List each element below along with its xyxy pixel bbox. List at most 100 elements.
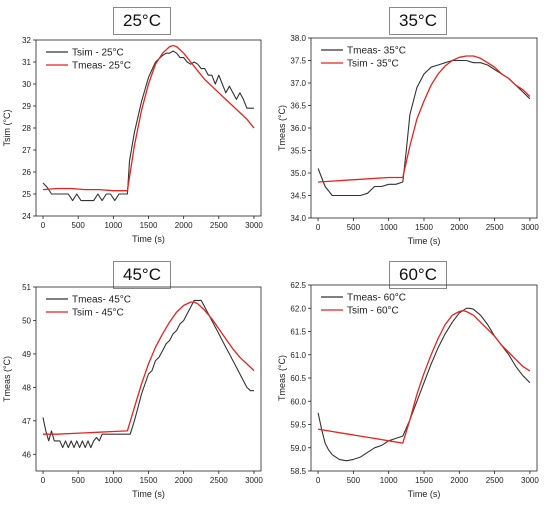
y-tick-label: 32 bbox=[22, 36, 31, 45]
x-axis-label: Time (s) bbox=[132, 489, 165, 499]
x-axis-label: Time (s) bbox=[408, 236, 441, 246]
chart-svg: 0 500 1000 1500 2000 2500 3000 58.5 59.0 59.5 60.0… bbox=[277, 281, 539, 499]
x-tick-label: 2000 bbox=[175, 221, 193, 230]
legend-label: Tmeas- 60°C bbox=[347, 293, 406, 304]
series-line-1 bbox=[42, 299, 254, 449]
x-tick-label: 1500 bbox=[140, 221, 158, 230]
y-tick-label: 59.5 bbox=[290, 421, 306, 430]
x-tick-label: 2500 bbox=[210, 476, 228, 485]
x-axis-label: Time (s) bbox=[132, 234, 165, 244]
y-tick-label: 35.0 bbox=[290, 169, 306, 178]
y-tick-label: 36.5 bbox=[290, 102, 306, 111]
y-tick-label: 27 bbox=[22, 146, 31, 155]
x-tick-label: 3000 bbox=[521, 223, 539, 232]
x-tick-label: 1500 bbox=[415, 476, 433, 485]
y-tick-label: 59.0 bbox=[290, 444, 306, 453]
x-tick-label: 500 bbox=[72, 221, 86, 230]
legend-label: Tsim - 60°C bbox=[347, 306, 399, 317]
y-axis-label: Tmeas (°C) bbox=[2, 356, 12, 402]
y-tick-label: 62.0 bbox=[290, 304, 306, 313]
series-line-1 bbox=[317, 307, 531, 462]
x-tick-label: 0 bbox=[41, 221, 46, 230]
legend-label: Tmeas- 35°C bbox=[347, 46, 406, 57]
y-tick-label: 46 bbox=[22, 450, 31, 459]
x-tick-label: 2500 bbox=[486, 223, 504, 232]
y-tick-label: 60.5 bbox=[290, 374, 306, 383]
y-tick-label: 34.0 bbox=[290, 214, 306, 223]
legend-label: Tmeas- 45°C bbox=[72, 295, 131, 306]
y-tick-label: 48 bbox=[22, 383, 31, 392]
plot-frame bbox=[310, 37, 538, 219]
chart-title: 25°C bbox=[113, 7, 171, 35]
y-tick-label: 51 bbox=[22, 283, 31, 292]
x-tick-label: 2000 bbox=[450, 476, 468, 485]
y-tick-label: 61.5 bbox=[290, 328, 306, 337]
y-tick-label: 24 bbox=[22, 212, 31, 221]
x-tick-label: 1000 bbox=[104, 476, 122, 485]
chart-title: 60°C bbox=[389, 261, 447, 289]
y-tick-label: 37.0 bbox=[290, 79, 306, 88]
chart-svg: 0 500 1000 1500 2000 2500 3000 34.0 34.5 35.0 35.5… bbox=[277, 34, 539, 246]
x-tick-label: 3000 bbox=[245, 221, 263, 230]
y-tick-label: 36.0 bbox=[290, 124, 306, 133]
y-tick-label: 49 bbox=[22, 350, 31, 359]
y-axis-label: Tmeas (°C) bbox=[277, 355, 287, 401]
x-tick-label: 3000 bbox=[245, 476, 263, 485]
chart-panel-35c: 35°C 0 500 1000 1500 2000 2500 3000 34.0 34.5 35.… bbox=[275, 0, 550, 253]
chart-svg: 0 500 1000 1500 2000 2500 3000 46 47 48 49 50 51 Time… bbox=[2, 283, 263, 499]
y-tick-label: 31 bbox=[22, 58, 31, 67]
chart-title: 45°C bbox=[113, 261, 171, 289]
x-tick-label: 500 bbox=[72, 476, 86, 485]
y-tick-label: 30 bbox=[22, 80, 31, 89]
x-axis-label: Time (s) bbox=[408, 489, 441, 499]
y-tick-label: 62.5 bbox=[290, 281, 306, 290]
y-tick-label: 29 bbox=[22, 102, 31, 111]
series-line-1 bbox=[317, 59, 531, 197]
x-tick-label: 1000 bbox=[380, 223, 398, 232]
x-tick-label: 500 bbox=[347, 223, 361, 232]
x-tick-label: 2000 bbox=[450, 223, 468, 232]
y-tick-label: 35.5 bbox=[290, 147, 306, 156]
chart-title: 35°C bbox=[389, 7, 447, 35]
y-tick-label: 28 bbox=[22, 124, 31, 133]
y-tick-label: 37.5 bbox=[290, 57, 306, 66]
x-tick-label: 2000 bbox=[175, 476, 193, 485]
legend-label: Tmeas- 25°C bbox=[72, 61, 131, 72]
series-line-2 bbox=[43, 301, 255, 435]
legend-label: Tsim - 25°C bbox=[72, 48, 124, 59]
y-tick-label: 50 bbox=[22, 316, 31, 325]
y-tick-label: 34.5 bbox=[290, 192, 306, 201]
y-tick-label: 58.5 bbox=[290, 467, 306, 476]
chart-svg: 0 500 1000 1500 2000 2500 3000 24 25 26 27 28 29 30 31… bbox=[2, 36, 263, 244]
series-line-2 bbox=[318, 55, 531, 183]
x-tick-label: 1000 bbox=[104, 221, 122, 230]
series-line-2 bbox=[317, 309, 531, 444]
x-tick-label: 1500 bbox=[415, 223, 433, 232]
y-tick-label: 38.0 bbox=[290, 34, 306, 43]
x-tick-label: 2500 bbox=[210, 221, 228, 230]
x-tick-label: 1500 bbox=[140, 476, 158, 485]
chart-panel-60c: 60°C 0 500 1000 1500 2000 2500 3000 58.5 59.0 59.… bbox=[275, 253, 550, 506]
plot-frame bbox=[310, 284, 538, 472]
x-tick-label: 0 bbox=[316, 476, 321, 485]
legend-label: Tsim - 35°C bbox=[347, 59, 399, 70]
x-tick-label: 0 bbox=[316, 223, 321, 232]
plot-frame bbox=[35, 39, 262, 217]
y-axis-label: Tsim (°C) bbox=[2, 109, 12, 146]
x-tick-label: 0 bbox=[41, 476, 46, 485]
x-tick-label: 3000 bbox=[521, 476, 539, 485]
x-tick-label: 500 bbox=[347, 476, 361, 485]
y-tick-label: 26 bbox=[22, 168, 31, 177]
y-axis-label: Tmeas (°C) bbox=[277, 105, 287, 151]
chart-panel-45c: 45°C 0 500 1000 1500 2000 2500 3000 46 47 48 49 50 5… bbox=[0, 253, 275, 506]
legend-label: Tsim - 45°C bbox=[72, 308, 124, 319]
y-tick-label: 25 bbox=[22, 190, 31, 199]
series-line-2 bbox=[42, 44, 255, 192]
y-tick-label: 47 bbox=[22, 417, 31, 426]
chart-panel-25c: 25°C 0 500 1000 1500 2000 2500 3000 24 25 26 27 28 2… bbox=[0, 0, 275, 253]
y-tick-label: 61.0 bbox=[290, 351, 306, 360]
y-tick-label: 60.0 bbox=[290, 397, 306, 406]
series-line-1 bbox=[42, 50, 254, 202]
x-tick-label: 1000 bbox=[380, 476, 398, 485]
x-tick-label: 2500 bbox=[486, 476, 504, 485]
